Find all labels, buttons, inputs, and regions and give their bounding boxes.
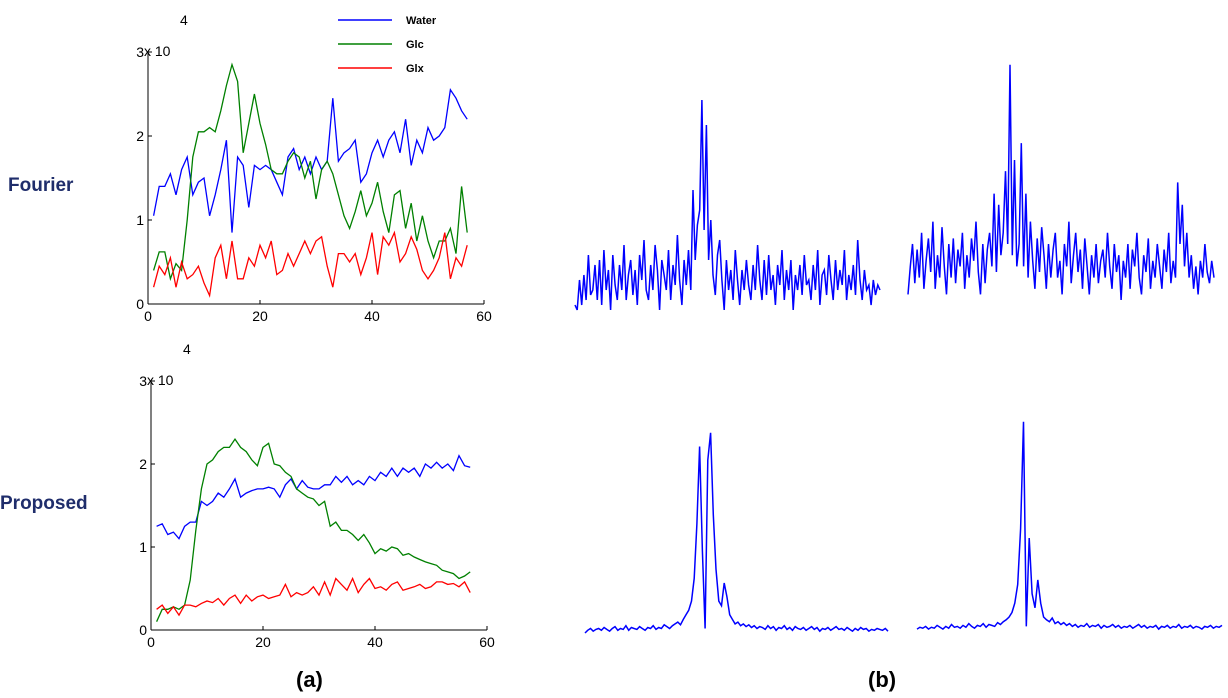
legend-label-water: Water (406, 15, 437, 27)
panel-label-a: (a) (296, 667, 323, 692)
x-tick-label: 60 (476, 308, 492, 324)
series-line-glx (152, 230, 468, 298)
legend-label-glx: Glx (406, 63, 425, 75)
x-tick-label: 20 (252, 308, 268, 324)
fourier-timecourse-chart: 0 20 40 60 0 1 2 3 x 10 4 (136, 12, 492, 324)
series-line-glc (156, 437, 471, 622)
spectrum-line (584, 432, 889, 634)
y-tick-label: 0 (136, 296, 144, 312)
fourier-spectrum-1 (574, 99, 881, 311)
y-exponent: 4 (183, 341, 191, 357)
fourier-spectrum-2 (907, 64, 1215, 301)
series-line-water (152, 88, 468, 233)
legend-label-glc: Glc (406, 39, 424, 51)
spectrum-line (916, 421, 1223, 631)
panel-label-b: (b) (868, 667, 896, 692)
spectrum-line (907, 64, 1215, 301)
y-tick-label: 2 (139, 456, 147, 472)
y-tick-label: 1 (136, 212, 144, 228)
series-line-glx (156, 576, 471, 617)
legend: Water Glc Glx (338, 15, 437, 75)
x-tick-label: 0 (147, 634, 155, 650)
series-line-water (156, 454, 471, 540)
y-exponent-label: x 10 (144, 43, 171, 59)
row-label-proposed: Proposed (0, 493, 88, 514)
proposed-spectrum-2 (916, 421, 1223, 631)
x-tick-label: 60 (479, 634, 495, 650)
series-line-glc (152, 62, 468, 282)
proposed-spectrum-1 (584, 432, 889, 634)
x-tick-label: 40 (364, 308, 380, 324)
y-exponent-label: x 10 (147, 372, 174, 388)
y-tick-label: 3 (136, 44, 144, 60)
row-label-fourier: Fourier (8, 175, 74, 196)
x-tick-label: 0 (144, 308, 152, 324)
x-tick-label: 20 (255, 634, 271, 650)
proposed-timecourse-chart: 0 20 40 60 0 1 2 3 x 10 4 (139, 341, 495, 650)
y-exponent: 4 (180, 12, 188, 28)
y-tick-label: 0 (139, 622, 147, 638)
x-tick-label: 40 (367, 634, 383, 650)
spectrum-line (574, 99, 881, 311)
y-tick-label: 3 (139, 373, 147, 389)
y-tick-label: 2 (136, 128, 144, 144)
y-tick-label: 1 (139, 539, 147, 555)
